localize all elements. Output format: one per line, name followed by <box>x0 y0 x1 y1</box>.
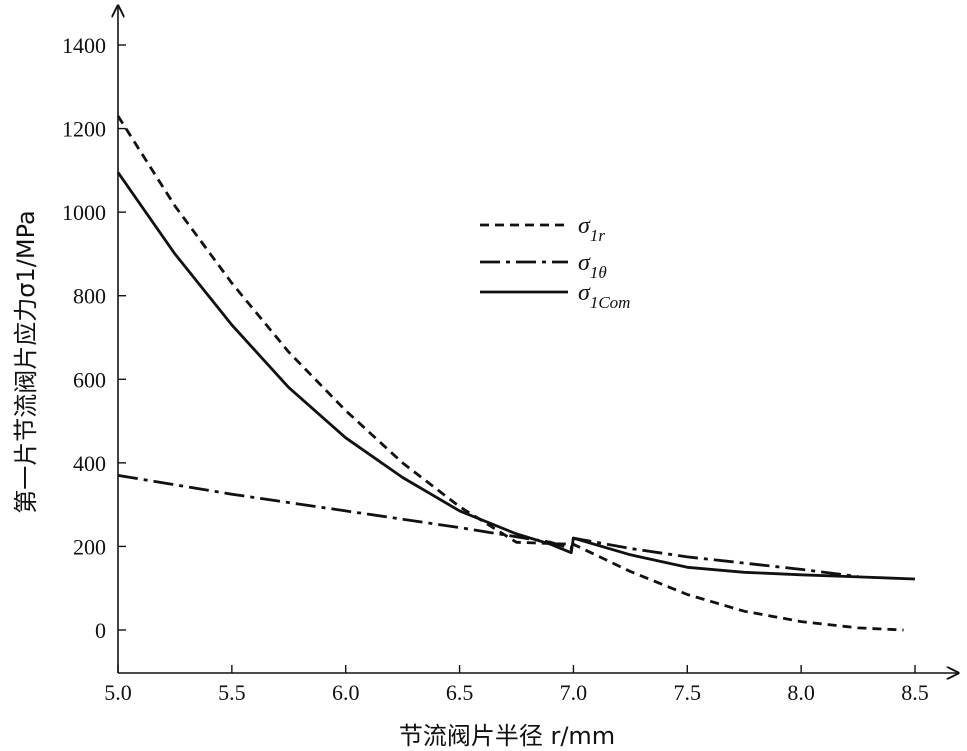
x-tick-label: 6.0 <box>332 680 360 705</box>
series-line-1θ <box>117 474 859 578</box>
x-tick-label: 7.5 <box>674 680 702 705</box>
y-tick-label: 0 <box>95 618 106 643</box>
y-tick-label: 600 <box>73 367 106 392</box>
x-tick-label: 8.5 <box>901 680 929 705</box>
x-tick-label: 7.0 <box>560 680 588 705</box>
y-tick-label: 1200 <box>62 117 106 142</box>
x-tick-label: 6.5 <box>446 680 474 705</box>
x-tick-label: 5.0 <box>104 680 132 705</box>
y-axis-ticks: 0 200 400 600 800 1000 1200 1400 <box>62 33 126 643</box>
x-tick-label: 8.0 <box>787 680 815 705</box>
y-tick-label: 400 <box>73 451 106 476</box>
y-tick-label: 800 <box>73 284 106 309</box>
y-axis-title: 第一片节流阀片应力σ1/MPa <box>12 210 40 513</box>
legend-label-1θ: σ1θ <box>578 250 607 282</box>
series-line-1com <box>116 171 916 581</box>
x-axis-ticks: 5.0 5.5 6.0 6.5 7.0 7.5 8.0 8.5 <box>104 665 929 705</box>
series-line-1r <box>116 115 904 632</box>
series-lines <box>116 115 916 632</box>
y-tick-label: 200 <box>73 534 106 559</box>
legend-label-1com: σ1Com <box>578 280 630 312</box>
y-tick-label: 1400 <box>62 33 106 58</box>
legend-label-1r: σ1r <box>578 213 605 245</box>
y-tick-label: 1000 <box>62 200 106 225</box>
x-tick-label: 5.5 <box>218 680 246 705</box>
x-axis-title: 节流阀片半径 r/mm <box>399 722 615 750</box>
